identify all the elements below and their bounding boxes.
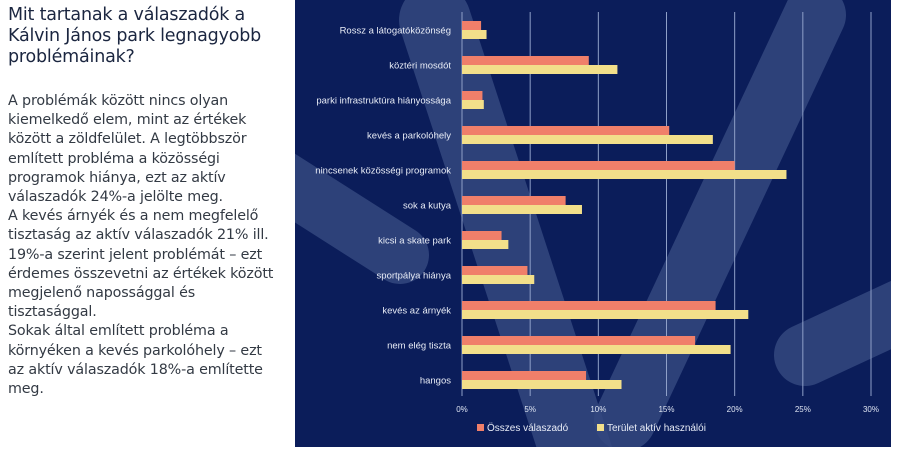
x-tick-label: 15% bbox=[658, 405, 674, 414]
bar-osszes-valaszado bbox=[462, 301, 716, 310]
x-tick-label: 25% bbox=[795, 405, 811, 414]
bar-osszes-valaszado bbox=[462, 21, 482, 30]
body-line: az aktív válaszadók 18%-a említette bbox=[8, 361, 263, 378]
bar-terulet-aktiv-hasznaloi bbox=[462, 310, 749, 319]
legend-label: Terület aktív használói bbox=[607, 423, 706, 434]
category-label: nem elég tiszta bbox=[387, 341, 452, 352]
title-line: Kálvin János park legnagyobb bbox=[8, 26, 262, 46]
bar-osszes-valaszado bbox=[462, 126, 670, 135]
title-line: Mit tartanak a válaszadók a bbox=[8, 5, 246, 25]
category-label: Rossz a látogatóközönség bbox=[340, 26, 451, 37]
bar-osszes-valaszado bbox=[462, 56, 589, 65]
bar-terulet-aktiv-hasznaloi bbox=[462, 30, 487, 39]
x-tick-labels: 0% 5% 10% 15% 20% 25% 30% bbox=[456, 405, 879, 414]
legend-label: Összes válaszadó bbox=[487, 422, 569, 434]
category-label: sportpálya hiánya bbox=[377, 271, 452, 282]
x-tick-label: 5% bbox=[524, 405, 536, 414]
title-line: problémáinak? bbox=[8, 47, 135, 67]
body-text: A problémák között nincs olyan kiemelked… bbox=[8, 92, 290, 399]
decor-stripe bbox=[399, 0, 613, 447]
bar-terulet-aktiv-hasznaloi bbox=[462, 170, 787, 179]
bar-osszes-valaszado bbox=[462, 196, 566, 205]
bar-terulet-aktiv-hasznaloi bbox=[462, 135, 713, 144]
legend-swatch bbox=[597, 424, 604, 431]
bar-osszes-valaszado bbox=[462, 336, 696, 345]
body-line: meg. bbox=[8, 381, 44, 398]
category-label: kevés a parkolóhely bbox=[367, 131, 451, 142]
gridlines bbox=[461, 12, 872, 396]
question-title: Mit tartanak a válaszadók a Kálvin János… bbox=[8, 5, 290, 68]
body-line: válaszadók 24%-a jelölte meg. bbox=[8, 189, 223, 206]
bar-chart: Rossz a látogatóközönség köztéri mosdót pa… bbox=[295, 0, 891, 447]
x-tick-label: 10% bbox=[590, 405, 606, 414]
body-line: említett probléma a közösségi bbox=[8, 150, 220, 167]
chart-panel: Rossz a látogatóközönség köztéri mosdót pa… bbox=[295, 0, 891, 447]
category-label: kicsi a skate park bbox=[378, 236, 451, 247]
x-tick-label: 20% bbox=[727, 405, 743, 414]
decor-stripe bbox=[774, 280, 891, 386]
bar-terulet-aktiv-hasznaloi bbox=[462, 205, 582, 214]
bar-terulet-aktiv-hasznaloi bbox=[462, 380, 622, 389]
body-line: Sokak által említett probléma a bbox=[8, 323, 229, 340]
body-line: megjelenő napossággal és bbox=[8, 285, 196, 302]
body-line: A problémák között nincs olyan bbox=[8, 93, 229, 109]
body-line: 19%-a szerint jelent problémát – ezt bbox=[8, 246, 263, 263]
description-panel: Mit tartanak a válaszadók a Kálvin János… bbox=[8, 5, 290, 399]
category-label: nincsenek közösségi programok bbox=[315, 166, 451, 177]
legend: Összes válaszadó Terület aktív használói bbox=[477, 422, 706, 434]
body-line: érdemes összevetni az értékek között bbox=[8, 265, 274, 282]
bar-terulet-aktiv-hasznaloi bbox=[462, 345, 731, 354]
bar-osszes-valaszado bbox=[462, 161, 735, 170]
body-line: között a zöldfelület. A legtöbbször bbox=[8, 131, 247, 148]
bar-terulet-aktiv-hasznaloi bbox=[462, 65, 618, 74]
body-line: programok hiánya, ezt az aktív bbox=[8, 169, 226, 186]
bar-osszes-valaszado bbox=[462, 371, 587, 380]
category-labels: Rossz a látogatóközönség köztéri mosdót pa… bbox=[315, 26, 451, 387]
body-line: tisztasággal. bbox=[8, 304, 97, 321]
x-tick-label: 30% bbox=[863, 405, 879, 414]
body-line: tisztaság az aktív válaszadók 21% ill. bbox=[8, 227, 269, 244]
bars bbox=[462, 21, 787, 389]
body-line: kiemelkedő elem, mint az értékek bbox=[8, 112, 247, 129]
bar-osszes-valaszado bbox=[462, 231, 502, 240]
category-label: parki infrastruktúra hiányossága bbox=[316, 96, 451, 107]
category-label: sok a kutya bbox=[403, 201, 452, 212]
decor-stripe bbox=[295, 153, 429, 284]
body-line: A kevés árnyék és a nem megfelelő bbox=[8, 208, 259, 225]
category-label: hangos bbox=[420, 376, 451, 387]
category-label: kevés az árnyék bbox=[382, 306, 451, 317]
bar-osszes-valaszado bbox=[462, 266, 528, 275]
category-label: köztéri mosdót bbox=[389, 61, 451, 72]
bar-terulet-aktiv-hasznaloi bbox=[462, 240, 509, 249]
x-tick-label: 0% bbox=[456, 405, 468, 414]
legend-swatch bbox=[477, 424, 484, 431]
bar-terulet-aktiv-hasznaloi bbox=[462, 275, 535, 284]
body-line: környéken a kevés parkolóhely – ezt bbox=[8, 342, 262, 359]
bar-terulet-aktiv-hasznaloi bbox=[462, 100, 484, 109]
bar-osszes-valaszado bbox=[462, 91, 483, 100]
